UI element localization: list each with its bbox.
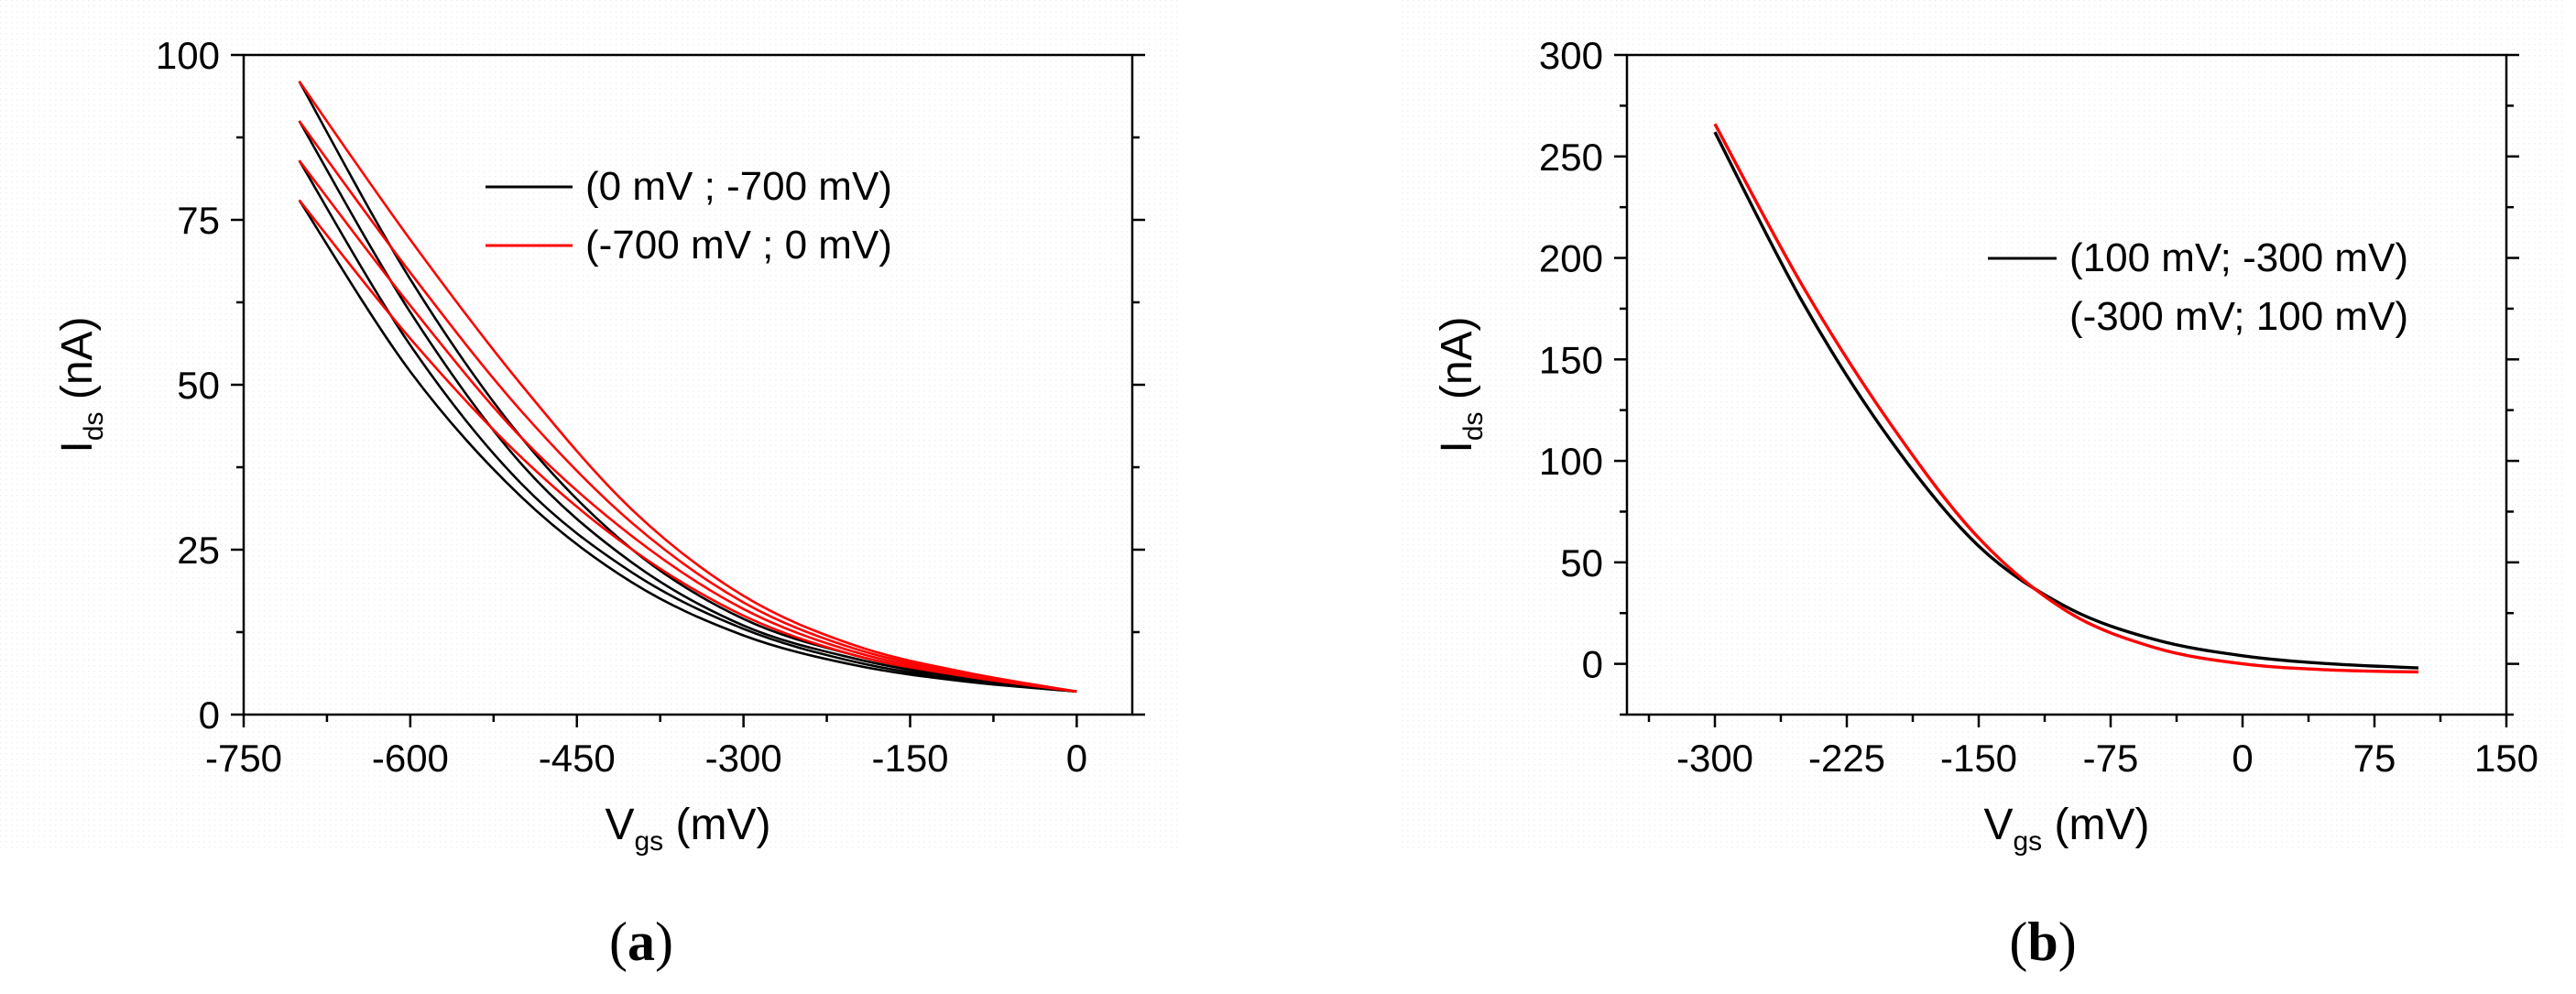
panel-label-a-letter: a <box>628 912 655 972</box>
panel-a-dot-background <box>0 0 1182 852</box>
legend-b-label-black: (100 mV; -300 mV) <box>2069 235 2408 280</box>
y-axis-label-a-sub: ds <box>79 411 109 441</box>
y-tick-label-b: 0 <box>1582 643 1603 686</box>
x-axis-label-a-unit: (mV) <box>663 801 770 849</box>
y-axis-label-a: Ids (nA) <box>53 316 109 453</box>
x-tick-label-b: 0 <box>2232 737 2253 780</box>
series-a-3 <box>298 120 1077 694</box>
legend-b-label-red: (-300 mV; 100 mV) <box>2069 294 2408 339</box>
x-axis-label-b: Vgs (mV) <box>1983 801 2149 857</box>
panel-label-b-letter: b <box>2027 912 2058 972</box>
y-tick-label-a: 0 <box>199 694 220 737</box>
x-tick-label-b: -150 <box>1940 737 2017 780</box>
y-tick-label-b: 50 <box>1560 541 1603 584</box>
x-axis-label-a-sub: gs <box>635 826 664 857</box>
axis-ticks-b: -300 -225 -150 -75 0 75 150 0 50 100 150 200 250 300 <box>1539 34 2538 780</box>
legend-a-label-black: (0 mV ; -700 mV) <box>585 164 892 209</box>
y-tick-label-a: 50 <box>177 364 220 407</box>
x-axis-label-b-unit: (mV) <box>2042 801 2149 849</box>
chart-panel-b: -300 -225 -150 -75 0 75 150050100150200250300 … <box>1433 34 2538 972</box>
series-a-7 <box>298 120 1077 694</box>
legend-a-label-red: (-700 mV ; 0 mV) <box>585 223 892 268</box>
y-tick-label-b: 150 <box>1539 338 1603 381</box>
panel-b-dot-background <box>1402 0 2565 852</box>
y-axis-label-a-main: I <box>53 441 102 453</box>
y-axis-label-b: Ids (nA) <box>1433 316 1489 453</box>
x-tick-label-a: -750 <box>205 737 282 780</box>
legend-b: (100 mV; -300 mV) (-300 mV; 100 mV) <box>1988 235 2408 339</box>
series-a-6 <box>298 159 1077 694</box>
y-tick-label-b: 250 <box>1539 136 1603 179</box>
panel-label-a: (a) <box>609 912 673 972</box>
y-axis-label-b-unit: (nA) <box>1433 316 1481 411</box>
x-tick-label-a: -300 <box>705 737 782 780</box>
y-tick-label-b: 200 <box>1539 237 1603 280</box>
plot-area-b <box>1625 53 2508 716</box>
series-a-2 <box>298 159 1077 694</box>
y-tick-label-b: 300 <box>1539 34 1603 77</box>
y-tick-label-a: 25 <box>177 529 220 572</box>
y-axis-label-a-unit: (nA) <box>53 316 102 411</box>
y-axis-label-b-sub: ds <box>1458 411 1489 441</box>
series-a-5 <box>298 199 1077 694</box>
x-axis-label-a: Vgs (mV) <box>605 801 770 857</box>
x-axis-label-b-sub: gs <box>2014 826 2043 857</box>
x-tick-label-a: -450 <box>539 737 616 780</box>
series-a-8 <box>298 81 1077 694</box>
x-axis-label-a-main: V <box>605 801 634 849</box>
y-tick-label-a: 100 <box>156 34 220 77</box>
dot-pattern-background <box>0 0 2565 852</box>
chart-panel-a: -750 -600 -450 -300 -150 0 0 25 50 75 100 (0 mV ; … <box>53 34 1145 972</box>
x-tick-label-b: -225 <box>1808 737 1885 780</box>
legend-a: (0 mV ; -700 mV) (-700 mV ; 0 mV) <box>486 164 892 268</box>
y-axis-label-b-main: I <box>1433 441 1481 453</box>
series-group-a <box>298 81 1077 694</box>
series-a-1 <box>298 199 1077 694</box>
x-tick-label-b: -75 <box>2083 737 2139 780</box>
panel-label-b: (b) <box>2009 912 2076 972</box>
y-tick-label-b: 100 <box>1539 440 1603 483</box>
y-tick-label-a: 75 <box>177 199 220 242</box>
series-b-2 <box>1713 123 2419 674</box>
series-group-b <box>1713 123 2419 674</box>
axis-ticks-a: -750 -600 -450 -300 -150 0 0 25 50 75 100 <box>156 34 1145 780</box>
x-tick-label-b: 75 <box>2353 737 2396 780</box>
x-tick-label-b: 150 <box>2474 737 2538 780</box>
x-tick-label-a: -600 <box>372 737 449 780</box>
x-tick-label-b: -300 <box>1676 737 1753 780</box>
x-tick-label-a: 0 <box>1066 737 1087 780</box>
x-axis-label-b-main: V <box>1983 801 2013 849</box>
x-tick-label-a: -150 <box>871 737 948 780</box>
